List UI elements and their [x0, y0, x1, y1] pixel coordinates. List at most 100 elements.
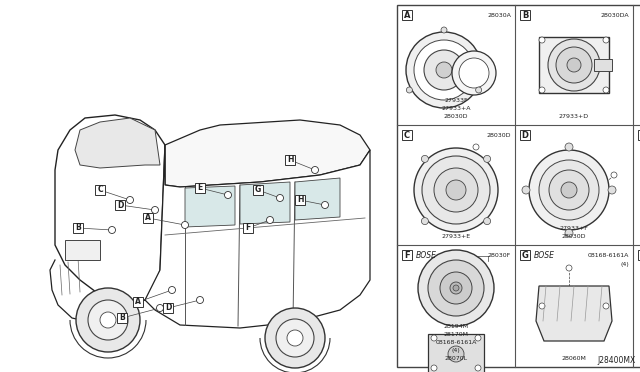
Bar: [295, 195, 305, 205]
Circle shape: [414, 40, 474, 100]
Text: 28070L: 28070L: [444, 356, 468, 361]
Text: G: G: [522, 250, 529, 260]
Text: H: H: [297, 196, 303, 205]
Circle shape: [152, 206, 159, 214]
Circle shape: [428, 260, 484, 316]
Text: D: D: [522, 131, 529, 140]
Text: BOSE: BOSE: [416, 250, 437, 260]
Text: 28030D: 28030D: [444, 114, 468, 119]
Bar: [65, 240, 100, 260]
Text: (4): (4): [452, 348, 460, 353]
Circle shape: [157, 305, 163, 311]
Circle shape: [421, 155, 428, 163]
Circle shape: [539, 87, 545, 93]
Circle shape: [431, 365, 437, 371]
Bar: [539, 37, 609, 93]
Circle shape: [225, 192, 232, 199]
Circle shape: [127, 196, 134, 203]
Bar: [253, 185, 263, 195]
Bar: [520, 250, 530, 260]
Circle shape: [431, 335, 437, 341]
Circle shape: [473, 144, 479, 150]
Circle shape: [565, 229, 573, 237]
Bar: [428, 334, 484, 372]
Circle shape: [475, 335, 481, 341]
Text: 28060M: 28060M: [561, 356, 586, 361]
Bar: [402, 130, 412, 140]
Circle shape: [418, 250, 494, 326]
Text: J28400MX: J28400MX: [598, 356, 636, 365]
Text: 08168-6161A: 08168-6161A: [588, 253, 629, 258]
Polygon shape: [165, 120, 370, 187]
Text: B: B: [522, 10, 528, 19]
Text: 28194M: 28194M: [444, 324, 468, 329]
Polygon shape: [55, 115, 165, 305]
Circle shape: [475, 365, 481, 371]
Circle shape: [265, 308, 325, 368]
Circle shape: [440, 272, 472, 304]
Circle shape: [276, 195, 284, 202]
Text: 28030A: 28030A: [487, 13, 511, 18]
Circle shape: [406, 32, 482, 108]
Text: 27933+A: 27933+A: [441, 106, 471, 111]
Circle shape: [441, 27, 447, 33]
Bar: [195, 183, 205, 193]
Text: C: C: [97, 186, 103, 195]
Bar: [638, 250, 640, 260]
Circle shape: [266, 217, 273, 224]
Circle shape: [424, 50, 464, 90]
Circle shape: [196, 296, 204, 304]
Text: 27933+E: 27933+E: [442, 234, 470, 239]
Text: 28030DA: 28030DA: [600, 13, 629, 18]
Polygon shape: [185, 186, 235, 227]
Circle shape: [608, 186, 616, 194]
Polygon shape: [75, 118, 160, 168]
Bar: [143, 213, 153, 223]
Circle shape: [556, 47, 592, 83]
Circle shape: [484, 218, 491, 225]
Text: D: D: [165, 304, 171, 312]
Circle shape: [76, 288, 140, 352]
Circle shape: [100, 312, 116, 328]
Bar: [285, 155, 295, 165]
Bar: [133, 297, 143, 307]
Bar: [520, 10, 530, 20]
Circle shape: [109, 227, 115, 234]
Circle shape: [406, 87, 412, 93]
Text: G: G: [255, 186, 261, 195]
Text: E: E: [197, 183, 203, 192]
Text: F: F: [404, 250, 410, 260]
Circle shape: [548, 39, 600, 91]
Circle shape: [459, 58, 489, 88]
Text: 08168-6161A: 08168-6161A: [435, 340, 477, 345]
Circle shape: [312, 167, 319, 173]
Text: H: H: [287, 155, 293, 164]
Bar: [243, 223, 253, 233]
Circle shape: [565, 143, 573, 151]
Circle shape: [452, 51, 496, 95]
Bar: [117, 313, 127, 323]
Text: B: B: [119, 314, 125, 323]
Text: A: A: [145, 214, 151, 222]
Circle shape: [436, 62, 452, 78]
Text: 28030F: 28030F: [488, 253, 511, 258]
Circle shape: [276, 319, 314, 357]
Bar: [73, 223, 83, 233]
Circle shape: [446, 180, 466, 200]
Circle shape: [434, 168, 478, 212]
Polygon shape: [240, 182, 290, 224]
Bar: [95, 185, 105, 195]
Circle shape: [561, 182, 577, 198]
Circle shape: [611, 172, 617, 178]
Circle shape: [422, 156, 490, 224]
Circle shape: [566, 265, 572, 271]
Text: A: A: [404, 10, 410, 19]
Text: 27933+D: 27933+D: [559, 114, 589, 119]
Circle shape: [88, 300, 128, 340]
Circle shape: [476, 87, 482, 93]
Polygon shape: [536, 286, 612, 341]
Text: A: A: [135, 298, 141, 307]
Circle shape: [539, 303, 545, 309]
Circle shape: [549, 170, 589, 210]
Text: 28030D: 28030D: [486, 133, 511, 138]
